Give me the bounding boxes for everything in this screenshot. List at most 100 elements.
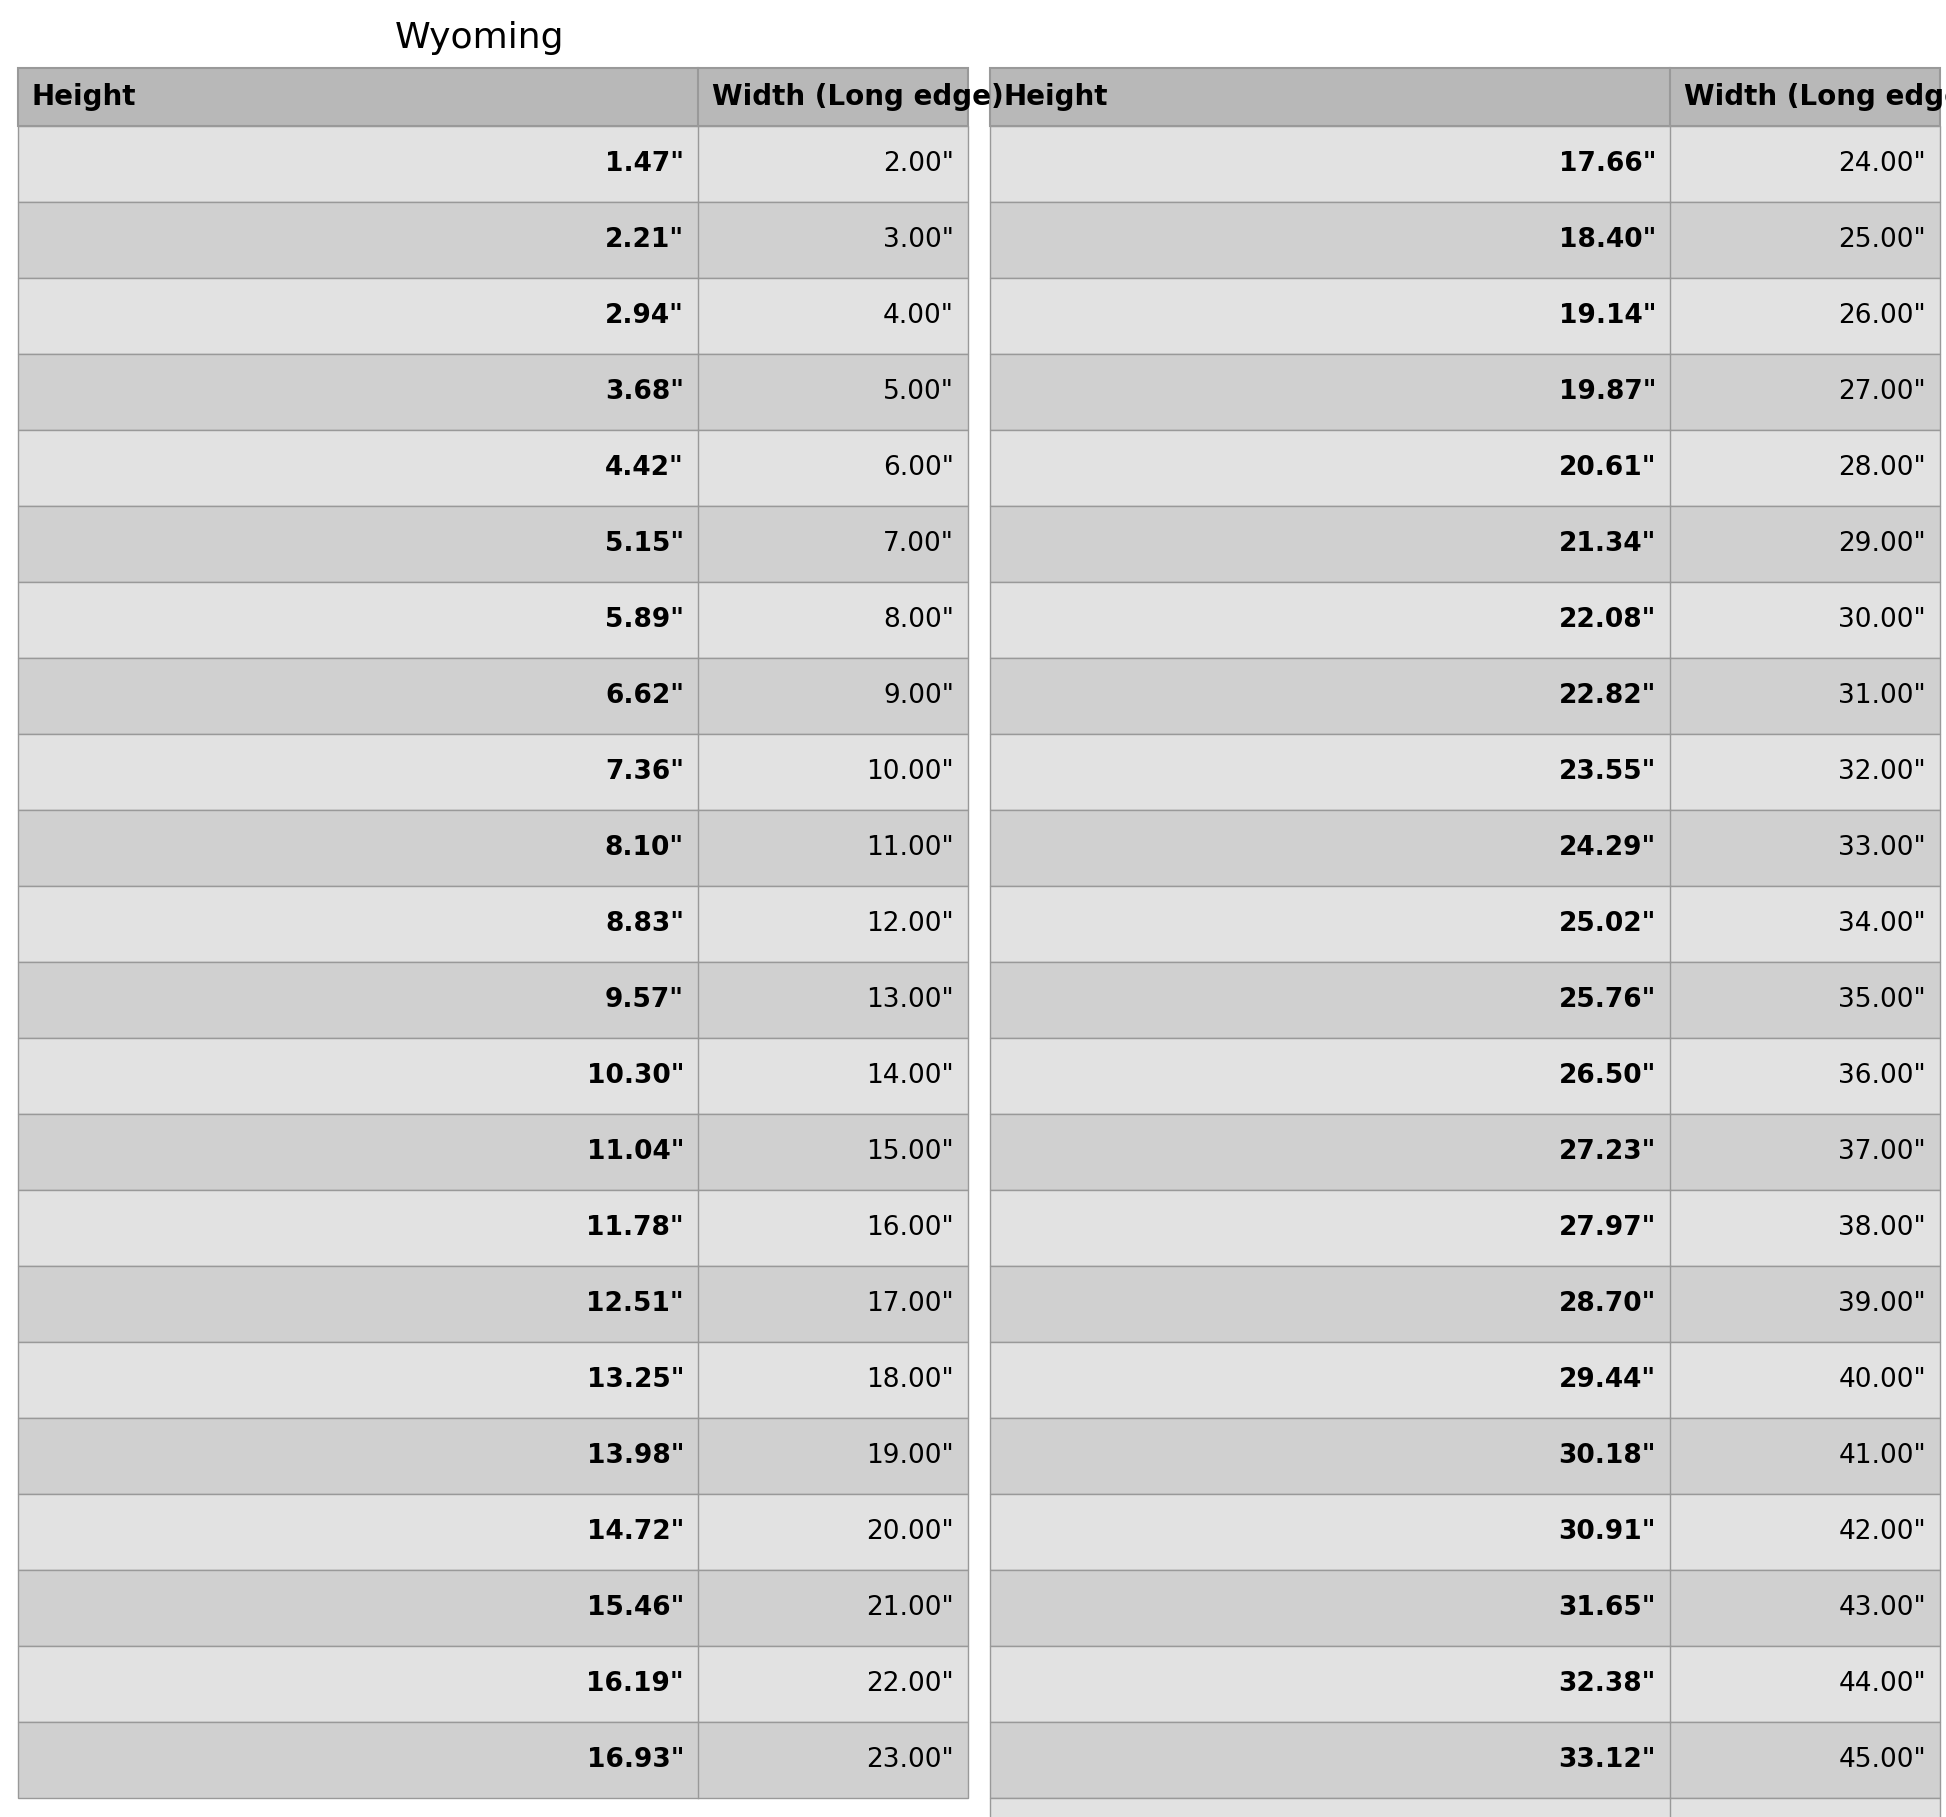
Text: 19.14": 19.14" xyxy=(1559,303,1656,329)
Text: 31.65": 31.65" xyxy=(1559,1595,1656,1621)
Bar xyxy=(991,67,1940,125)
Text: 14.00": 14.00" xyxy=(866,1063,954,1088)
Text: 42.00": 42.00" xyxy=(1839,1519,1927,1544)
Bar xyxy=(991,202,1940,278)
Bar xyxy=(18,431,967,505)
Bar xyxy=(991,1266,1940,1343)
Text: 34.00": 34.00" xyxy=(1839,910,1927,938)
Bar xyxy=(18,505,967,581)
Text: 8.10": 8.10" xyxy=(605,836,683,861)
Bar xyxy=(991,810,1940,887)
Text: 13.00": 13.00" xyxy=(866,987,954,1014)
Text: 45.00": 45.00" xyxy=(1839,1746,1927,1773)
Text: 23.00": 23.00" xyxy=(866,1746,954,1773)
Bar xyxy=(18,278,967,354)
Text: 22.82": 22.82" xyxy=(1559,683,1656,709)
Text: 39.00": 39.00" xyxy=(1839,1292,1927,1317)
Text: 29.00": 29.00" xyxy=(1839,531,1927,558)
Bar xyxy=(991,1799,1940,1817)
Text: 2.00": 2.00" xyxy=(883,151,954,176)
Text: 19.87": 19.87" xyxy=(1559,380,1656,405)
Text: 16.00": 16.00" xyxy=(866,1216,954,1241)
Bar xyxy=(18,125,967,202)
Bar xyxy=(991,1646,1940,1723)
Text: 2.94": 2.94" xyxy=(605,303,683,329)
Bar xyxy=(991,1723,1940,1799)
Text: 11.04": 11.04" xyxy=(586,1139,683,1165)
Text: 14.72": 14.72" xyxy=(586,1519,683,1544)
Text: 5.89": 5.89" xyxy=(605,607,683,632)
Bar xyxy=(991,278,1940,354)
Text: 32.00": 32.00" xyxy=(1839,760,1927,785)
Text: Wyoming: Wyoming xyxy=(395,22,564,55)
Text: 38.00": 38.00" xyxy=(1839,1216,1927,1241)
Text: 26.00": 26.00" xyxy=(1839,303,1927,329)
Bar xyxy=(18,1723,967,1799)
Text: 3.68": 3.68" xyxy=(605,380,683,405)
Text: 10.30": 10.30" xyxy=(586,1063,683,1088)
Bar xyxy=(18,1570,967,1646)
Text: 37.00": 37.00" xyxy=(1839,1139,1927,1165)
Bar xyxy=(18,67,967,125)
Text: 9.00": 9.00" xyxy=(883,683,954,709)
Text: 27.97": 27.97" xyxy=(1559,1216,1656,1241)
Bar xyxy=(18,1038,967,1114)
Text: 40.00": 40.00" xyxy=(1839,1366,1927,1394)
Text: 31.00": 31.00" xyxy=(1839,683,1927,709)
Text: 32.38": 32.38" xyxy=(1559,1672,1656,1697)
Text: 22.00": 22.00" xyxy=(866,1672,954,1697)
Text: 16.93": 16.93" xyxy=(586,1746,683,1773)
Text: 24.29": 24.29" xyxy=(1559,836,1656,861)
Bar xyxy=(18,1417,967,1494)
Text: 30.00": 30.00" xyxy=(1839,607,1927,632)
Text: 30.91": 30.91" xyxy=(1559,1519,1656,1544)
Text: 5.00": 5.00" xyxy=(883,380,954,405)
Bar xyxy=(991,1190,1940,1266)
Text: 11.78": 11.78" xyxy=(586,1216,683,1241)
Bar xyxy=(18,1494,967,1570)
Text: 26.50": 26.50" xyxy=(1559,1063,1656,1088)
Text: 4.00": 4.00" xyxy=(883,303,954,329)
Bar xyxy=(991,658,1940,734)
Text: 30.18": 30.18" xyxy=(1559,1443,1656,1468)
Text: 15.46": 15.46" xyxy=(586,1595,683,1621)
Text: 12.00": 12.00" xyxy=(866,910,954,938)
Bar xyxy=(18,1190,967,1266)
Text: 4.42": 4.42" xyxy=(605,454,683,482)
Text: 27.23": 27.23" xyxy=(1559,1139,1656,1165)
Text: 6.62": 6.62" xyxy=(605,683,683,709)
Text: 11.00": 11.00" xyxy=(866,836,954,861)
Text: 15.00": 15.00" xyxy=(866,1139,954,1165)
Bar xyxy=(18,734,967,810)
Text: Width (Long edge): Width (Long edge) xyxy=(1683,84,1946,111)
Bar xyxy=(991,1570,1940,1646)
Text: 24.00": 24.00" xyxy=(1839,151,1927,176)
Text: Width (Long edge): Width (Long edge) xyxy=(712,84,1004,111)
Text: 9.57": 9.57" xyxy=(605,987,683,1014)
Bar xyxy=(991,505,1940,581)
Text: Height: Height xyxy=(31,84,136,111)
Bar xyxy=(991,1343,1940,1417)
Text: 18.40": 18.40" xyxy=(1559,227,1656,253)
Bar xyxy=(18,810,967,887)
Text: 13.25": 13.25" xyxy=(586,1366,683,1394)
Bar xyxy=(991,1114,1940,1190)
Bar xyxy=(18,1114,967,1190)
Bar xyxy=(18,354,967,431)
Text: 25.76": 25.76" xyxy=(1559,987,1656,1014)
Text: 21.34": 21.34" xyxy=(1559,531,1656,558)
Bar xyxy=(991,961,1940,1038)
Text: 27.00": 27.00" xyxy=(1839,380,1927,405)
Bar xyxy=(991,887,1940,961)
Bar xyxy=(18,887,967,961)
Text: 7.36": 7.36" xyxy=(605,760,683,785)
Bar xyxy=(18,1646,967,1723)
Bar xyxy=(991,125,1940,202)
Bar xyxy=(18,658,967,734)
Text: 6.00": 6.00" xyxy=(883,454,954,482)
Text: 8.83": 8.83" xyxy=(605,910,683,938)
Text: 3.00": 3.00" xyxy=(883,227,954,253)
Text: 17.00": 17.00" xyxy=(866,1292,954,1317)
Text: 21.00": 21.00" xyxy=(866,1595,954,1621)
Text: 10.00": 10.00" xyxy=(866,760,954,785)
